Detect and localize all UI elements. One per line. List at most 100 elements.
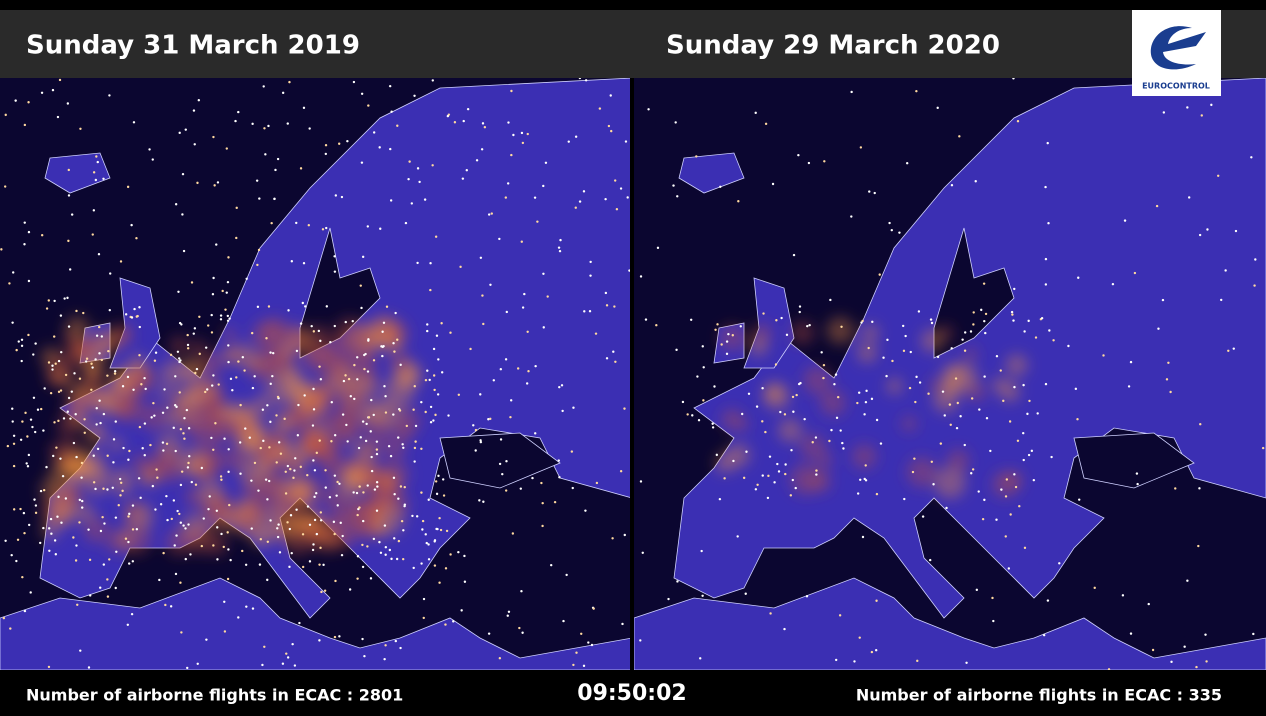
flight-dot — [312, 543, 315, 546]
flight-dot — [365, 422, 368, 426]
flight-dot — [420, 562, 423, 565]
flight-dot — [188, 454, 191, 458]
flight-dot — [29, 591, 32, 594]
flight-dot — [439, 528, 443, 532]
flight-dot — [492, 379, 496, 382]
flight-dot — [807, 161, 811, 165]
flight-dot — [387, 444, 391, 448]
flight-dot — [106, 578, 109, 581]
flight-dot — [487, 213, 491, 216]
flight-dot — [771, 182, 775, 186]
flight-dot — [9, 627, 12, 630]
flight-dot — [225, 291, 228, 294]
glow — [165, 528, 193, 556]
flight-dot — [23, 531, 26, 535]
flight-dot — [139, 496, 142, 500]
flight-dot — [410, 202, 414, 205]
flight-dot — [875, 418, 879, 422]
flight-dot — [172, 426, 175, 430]
flight-dot — [587, 641, 590, 644]
flight-dot — [397, 539, 401, 543]
flight-dot — [344, 320, 347, 324]
glow — [280, 342, 296, 359]
flight-dot — [435, 492, 439, 496]
flight-dot — [34, 342, 37, 345]
flight-dot — [447, 414, 450, 417]
flight-dot — [181, 172, 185, 176]
flight-dot — [499, 368, 503, 371]
flight-dot — [499, 438, 503, 441]
flight-dot — [259, 446, 262, 450]
flight-dot — [112, 461, 115, 464]
flight-dot — [358, 485, 361, 488]
flight-dot — [550, 563, 553, 567]
flight-dot — [341, 413, 345, 416]
flight-dot — [1186, 579, 1189, 582]
glow — [109, 437, 124, 452]
flight-dot — [777, 470, 781, 473]
flight-dot — [62, 417, 66, 420]
flight-dot — [1023, 330, 1026, 333]
flight-dot — [213, 184, 216, 187]
flight-dot — [520, 590, 523, 593]
flight-dot — [358, 506, 361, 509]
flight-dot — [574, 206, 577, 209]
glow — [232, 502, 263, 533]
flight-dot — [984, 312, 988, 316]
flight-dot — [22, 511, 26, 515]
flight-dot — [281, 662, 285, 665]
flight-dot — [63, 297, 66, 300]
flight-dot — [1198, 487, 1201, 490]
flight-dot — [261, 408, 265, 411]
flight-dot — [152, 401, 155, 405]
flight-dot — [761, 420, 764, 423]
flight-dot — [128, 449, 131, 453]
flight-dot — [727, 332, 730, 336]
flight-dot — [839, 429, 842, 432]
flight-dot — [594, 332, 598, 335]
logo-mark — [1150, 26, 1206, 70]
flight-dot — [315, 492, 318, 495]
flight-dot — [870, 397, 874, 401]
flight-dot — [479, 439, 482, 442]
flight-dot — [1014, 485, 1018, 489]
flight-dot — [153, 414, 156, 417]
flight-dot — [333, 433, 337, 437]
flight-dot — [686, 413, 689, 416]
flight-dot — [1220, 298, 1223, 302]
flight-dot — [452, 620, 455, 623]
flight-dot — [285, 652, 288, 655]
flight-dot — [379, 551, 383, 554]
flight-dot — [179, 359, 182, 362]
flight-dot — [34, 511, 38, 515]
flight-dot — [803, 417, 806, 421]
flight-dot — [483, 125, 487, 129]
flight-dot — [288, 527, 292, 531]
flight-dot — [141, 447, 144, 450]
flight-dot — [655, 324, 658, 327]
flight-dot — [399, 646, 402, 650]
flight-dot — [808, 323, 811, 327]
flight-dot — [438, 581, 441, 584]
flight-dot — [361, 255, 365, 259]
flight-dot — [53, 299, 56, 303]
flight-dot — [375, 509, 379, 512]
flight-dot — [210, 436, 213, 440]
flight-dot — [211, 293, 215, 296]
flight-dot — [229, 558, 232, 562]
flight-dot — [14, 99, 17, 102]
glow — [749, 337, 768, 356]
flight-dot — [265, 337, 268, 340]
flight-dot — [427, 543, 430, 546]
flight-dot — [106, 595, 110, 598]
glow — [350, 440, 363, 453]
flight-dot — [356, 356, 359, 359]
flight-dot — [334, 194, 338, 197]
flight-dot — [20, 359, 23, 363]
flight-dot — [732, 459, 735, 463]
flight-dot — [114, 586, 117, 590]
flight-dot — [1067, 344, 1070, 348]
flight-dot — [117, 504, 120, 507]
glow — [222, 328, 237, 343]
glow — [184, 364, 197, 378]
